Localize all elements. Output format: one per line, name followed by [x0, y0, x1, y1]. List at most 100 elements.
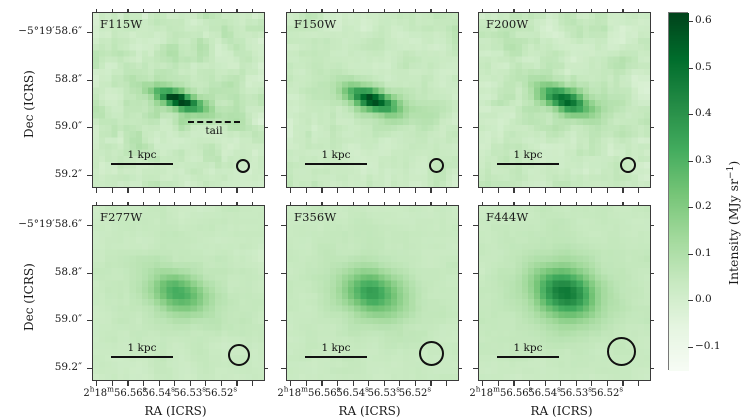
x-tick	[252, 188, 254, 193]
x-tick-top	[399, 8, 401, 12]
x-tick	[575, 188, 577, 193]
x-tick	[189, 188, 191, 193]
panel-label-f200w: F200W	[486, 17, 529, 31]
panel-label-f115w: F115W	[100, 17, 143, 31]
x-tick	[383, 381, 385, 386]
x-tick-top	[497, 201, 499, 205]
x-tick	[414, 188, 416, 193]
x-tick	[220, 188, 222, 193]
sky-image-f150w	[287, 13, 458, 187]
x-tick	[111, 381, 113, 386]
y-tick-right	[651, 32, 655, 34]
x-tick-top	[482, 8, 484, 12]
x-tick-top	[111, 201, 113, 205]
y-tick	[473, 32, 478, 34]
x-tick	[127, 188, 129, 193]
x-tick-top	[205, 201, 207, 205]
x-tick-top	[321, 8, 323, 12]
y-tick-right	[651, 174, 655, 176]
x-tick-top	[399, 201, 401, 205]
y-tick	[473, 320, 478, 322]
x-tick-top	[414, 8, 416, 12]
y-tick	[87, 272, 92, 274]
x-tick	[205, 188, 207, 193]
y-tick-right	[459, 32, 463, 34]
x-tick	[158, 188, 160, 193]
y-tick-label: −5°19′58.6″	[18, 218, 82, 231]
x-tick	[544, 381, 546, 386]
y-tick	[87, 225, 92, 227]
x-tick	[143, 381, 145, 386]
image-panel-f200w: F200W 1 kpc	[478, 12, 651, 188]
x-tick-top	[446, 8, 448, 12]
x-tick-label: 56.53s	[559, 384, 592, 399]
x-tick-top	[591, 201, 593, 205]
x-tick-top	[368, 8, 370, 12]
x-tick-top	[352, 201, 354, 205]
x-tick-top	[189, 8, 191, 12]
colorbar-tick-label: 0.0	[695, 293, 712, 306]
y-tick-label: 59.0″	[54, 120, 82, 133]
x-tick	[290, 381, 292, 386]
x-tick	[158, 381, 160, 386]
x-tick	[560, 381, 562, 386]
x-tick	[127, 381, 129, 386]
y-tick	[281, 127, 286, 129]
x-tick-top	[174, 8, 176, 12]
y-tick-right	[265, 320, 269, 322]
x-tick-top	[252, 8, 254, 12]
y-tick-label: 58.8″	[54, 72, 82, 85]
x-tick-top	[638, 201, 640, 205]
x-tick	[591, 188, 593, 193]
psf-beam-circle-f115w	[236, 159, 250, 173]
colorbar-tick	[688, 21, 693, 23]
y-tick-right	[651, 367, 655, 369]
image-panel-f356w: F356W 1 kpc	[286, 205, 459, 381]
colorbar-tick	[688, 114, 693, 116]
x-tick-label: 56.54s	[336, 384, 369, 399]
sky-image-f200w	[479, 13, 650, 187]
psf-beam-circle-f150w	[429, 158, 444, 173]
image-panel-f444w: F444W 1 kpc	[478, 205, 651, 381]
x-tick-top	[337, 201, 339, 205]
x-tick	[305, 381, 307, 386]
x-tick-top	[513, 201, 515, 205]
x-tick-label: 56.52s	[204, 384, 238, 399]
x-tick-top	[430, 201, 432, 205]
x-tick-top	[111, 8, 113, 12]
x-tick-top	[529, 8, 531, 12]
scalebar-label: 1 kpc	[513, 342, 543, 354]
x-tick	[174, 381, 176, 386]
y-tick-right	[265, 127, 269, 129]
x-tick	[174, 188, 176, 193]
x-tick	[368, 188, 370, 193]
y-tick-right	[459, 174, 463, 176]
y-tick-right	[265, 79, 269, 81]
panel-label-f150w: F150W	[294, 17, 337, 31]
x-tick-label: 56.53s	[173, 384, 206, 399]
x-tick-top	[96, 8, 98, 12]
x-tick	[497, 188, 499, 193]
y-tick	[87, 79, 92, 81]
x-axis-title: RA (ICRS)	[338, 404, 401, 418]
x-tick-top	[352, 8, 354, 12]
x-tick-top	[127, 8, 129, 12]
x-tick-top	[575, 201, 577, 205]
x-tick-top	[189, 201, 191, 205]
colorbar-tick-label: 0.6	[695, 14, 712, 27]
y-tick-right	[651, 320, 655, 322]
x-tick	[606, 381, 608, 386]
y-tick-right	[459, 127, 463, 129]
scalebar-label: 1 kpc	[513, 149, 543, 161]
x-tick	[497, 381, 499, 386]
colorbar-tick-label: 0.3	[695, 153, 712, 166]
scalebar-f200w: 1 kpc	[497, 145, 559, 165]
y-tick-right	[459, 272, 463, 274]
y-tick	[87, 32, 92, 34]
scalebar-f277w: 1 kpc	[111, 338, 173, 358]
x-tick	[236, 381, 238, 386]
scalebar-line	[497, 162, 559, 165]
x-tick	[337, 381, 339, 386]
scalebar-line	[111, 355, 173, 358]
scalebar-line	[111, 162, 173, 165]
